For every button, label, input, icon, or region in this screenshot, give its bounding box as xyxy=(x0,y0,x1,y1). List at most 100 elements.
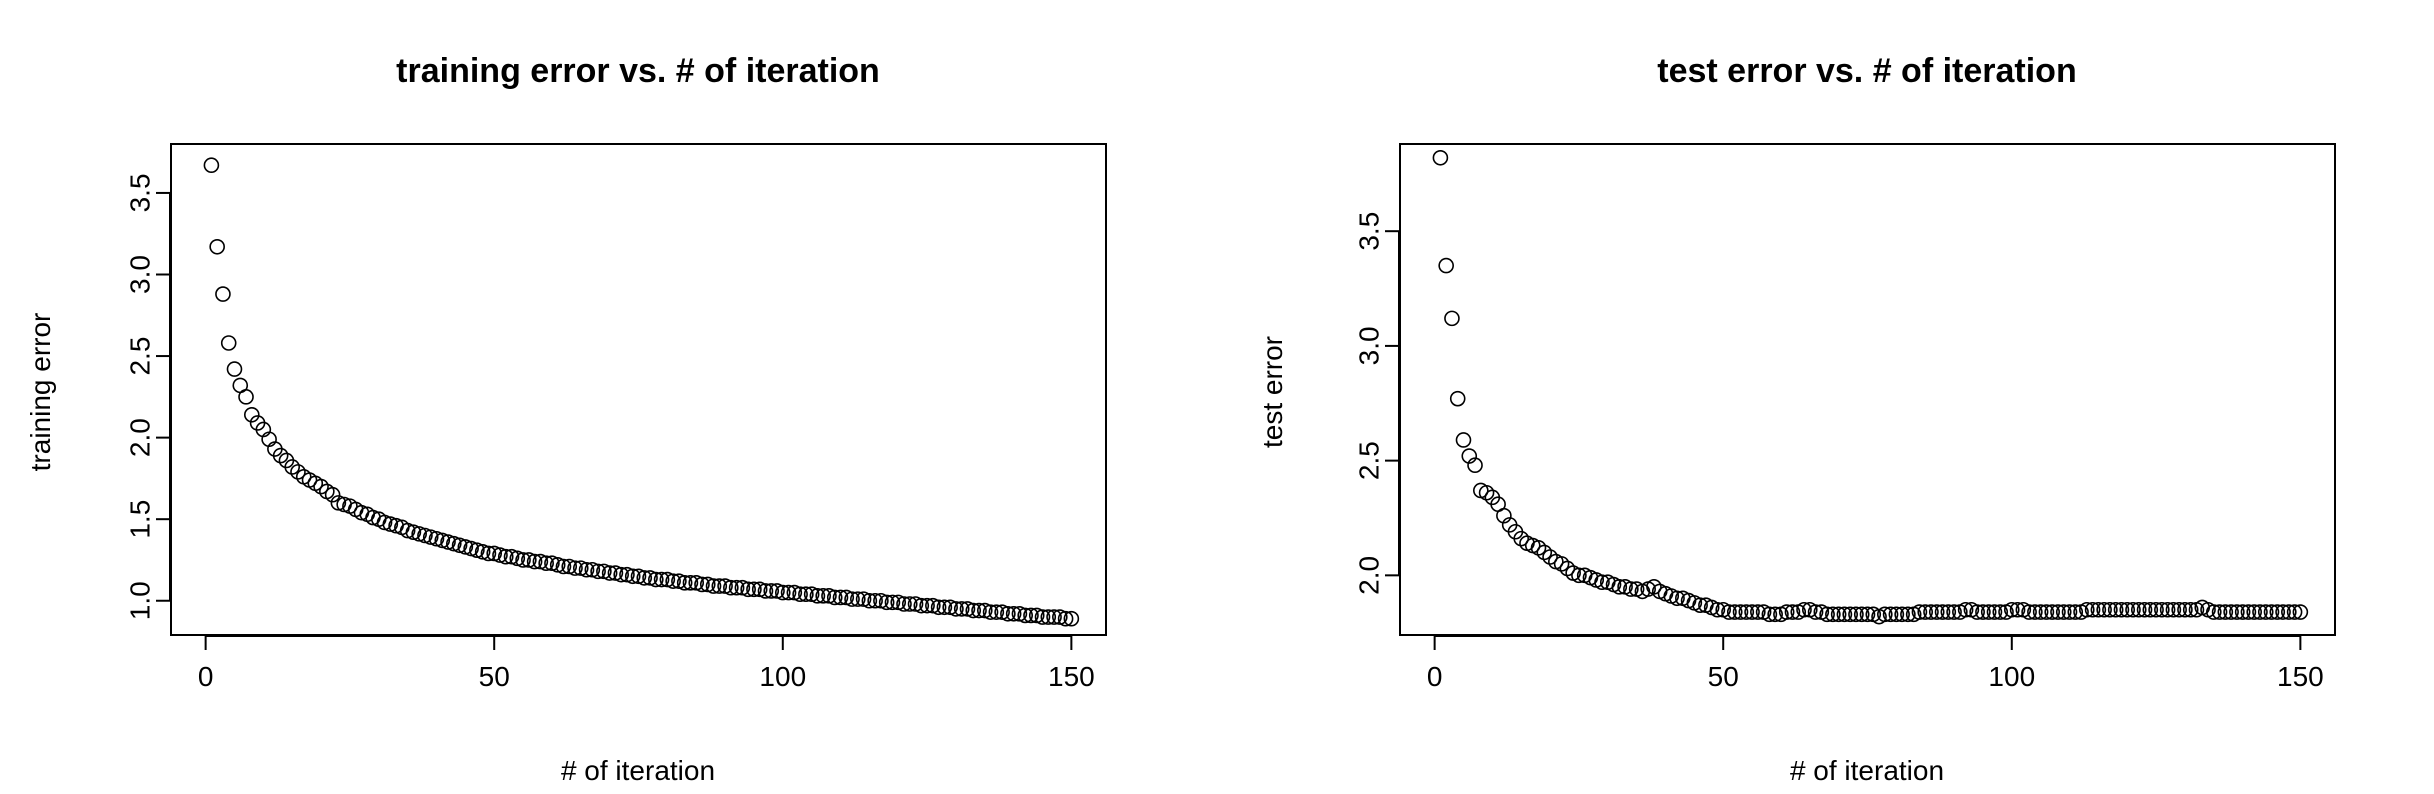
data-point xyxy=(624,568,641,585)
data-point xyxy=(959,601,976,617)
data-point xyxy=(907,596,924,612)
x-tick-label: 0 xyxy=(198,661,214,692)
data-point xyxy=(463,540,479,557)
data-point xyxy=(1830,606,1847,623)
data-point xyxy=(925,597,941,614)
data-point xyxy=(2119,601,2136,618)
data-point xyxy=(532,553,549,570)
data-point xyxy=(2234,604,2251,620)
data-point xyxy=(2003,601,2020,618)
data-point xyxy=(1986,604,2003,620)
data-point xyxy=(555,558,572,575)
data-point xyxy=(2032,604,2049,620)
data-point xyxy=(688,575,705,591)
data-point xyxy=(503,548,520,565)
data-point xyxy=(382,516,399,532)
data-point xyxy=(2038,604,2055,620)
data-point xyxy=(1975,604,1991,620)
data-point xyxy=(2252,604,2268,620)
data-point xyxy=(1946,604,1962,620)
data-point xyxy=(457,539,474,555)
data-point xyxy=(1796,601,1812,618)
data-point xyxy=(809,588,826,604)
data-point xyxy=(1692,597,1708,613)
data-point xyxy=(1721,604,1737,620)
data-point xyxy=(971,602,987,619)
data-point xyxy=(1940,604,1957,620)
data-point xyxy=(422,529,439,545)
data-point xyxy=(2240,604,2257,620)
data-point xyxy=(826,589,843,606)
axis-ticks: 0 50 100 150 1.0 1.5 2.0 2.5 3.0 3.5 xyxy=(124,173,1094,692)
x-axis-label: # of iteration xyxy=(561,755,715,786)
data-point xyxy=(567,560,583,576)
data-points xyxy=(203,157,1080,627)
data-point xyxy=(740,581,756,598)
data-point xyxy=(2223,604,2239,620)
data-point xyxy=(209,238,225,255)
data-point xyxy=(953,601,970,617)
data-point xyxy=(1461,448,1478,464)
data-point xyxy=(671,573,687,589)
data-point xyxy=(1825,606,1841,623)
data-point xyxy=(2009,601,2026,618)
data-point xyxy=(936,599,953,616)
data-point xyxy=(815,588,831,604)
data-point xyxy=(648,571,664,588)
data-point xyxy=(751,581,768,598)
data-point xyxy=(1842,606,1858,623)
data-point xyxy=(607,565,624,581)
axis-ticks: 0 50 100 150 2.0 2.5 3.0 3.5 xyxy=(1353,212,2323,692)
plot-frame xyxy=(170,143,1107,636)
data-point xyxy=(1888,606,1905,623)
data-point xyxy=(1732,604,1749,620)
data-point xyxy=(601,565,618,581)
y-tick-label: 3.5 xyxy=(1353,212,1384,251)
data-point xyxy=(2148,601,2164,618)
data-point xyxy=(994,604,1010,620)
data-point xyxy=(1778,604,1795,620)
data-point xyxy=(613,566,629,583)
data-point xyxy=(2107,601,2124,618)
data-point xyxy=(988,604,1005,620)
chart-title: test error vs. # of iteration xyxy=(1657,52,2076,90)
data-point xyxy=(855,591,872,607)
data-point xyxy=(2177,601,2193,618)
data-point xyxy=(2154,601,2170,618)
data-point xyxy=(798,586,814,603)
data-point xyxy=(330,495,347,511)
data-point xyxy=(682,575,699,591)
data-point xyxy=(2165,601,2182,618)
data-point xyxy=(1750,604,1766,620)
data-point xyxy=(746,581,762,598)
x-tick-label: 150 xyxy=(1048,661,1095,692)
data-point xyxy=(873,592,889,609)
data-point xyxy=(1623,581,1639,597)
data-point xyxy=(1882,606,1899,623)
y-tick-label: 1.0 xyxy=(124,581,155,620)
y-tick-label: 3.5 xyxy=(124,173,155,212)
data-point xyxy=(2229,604,2245,620)
data-point xyxy=(1900,606,1916,623)
data-point xyxy=(2292,604,2309,620)
data-point xyxy=(665,573,681,589)
data-point xyxy=(919,597,935,614)
data-point xyxy=(584,561,601,578)
data-points xyxy=(1432,149,2309,625)
data-point xyxy=(272,447,289,464)
data-point xyxy=(838,589,855,606)
data-point xyxy=(203,157,220,174)
data-point xyxy=(1761,606,1778,623)
data-point xyxy=(492,547,508,563)
data-point xyxy=(2044,604,2060,620)
x-tick-label: 100 xyxy=(1988,661,2035,692)
data-point xyxy=(2113,601,2130,618)
data-point xyxy=(821,588,837,604)
data-point xyxy=(850,591,866,607)
data-point xyxy=(1571,567,1587,584)
data-point xyxy=(1969,604,1985,620)
data-point xyxy=(411,526,427,542)
data-point xyxy=(417,527,433,544)
data-point xyxy=(832,589,849,606)
